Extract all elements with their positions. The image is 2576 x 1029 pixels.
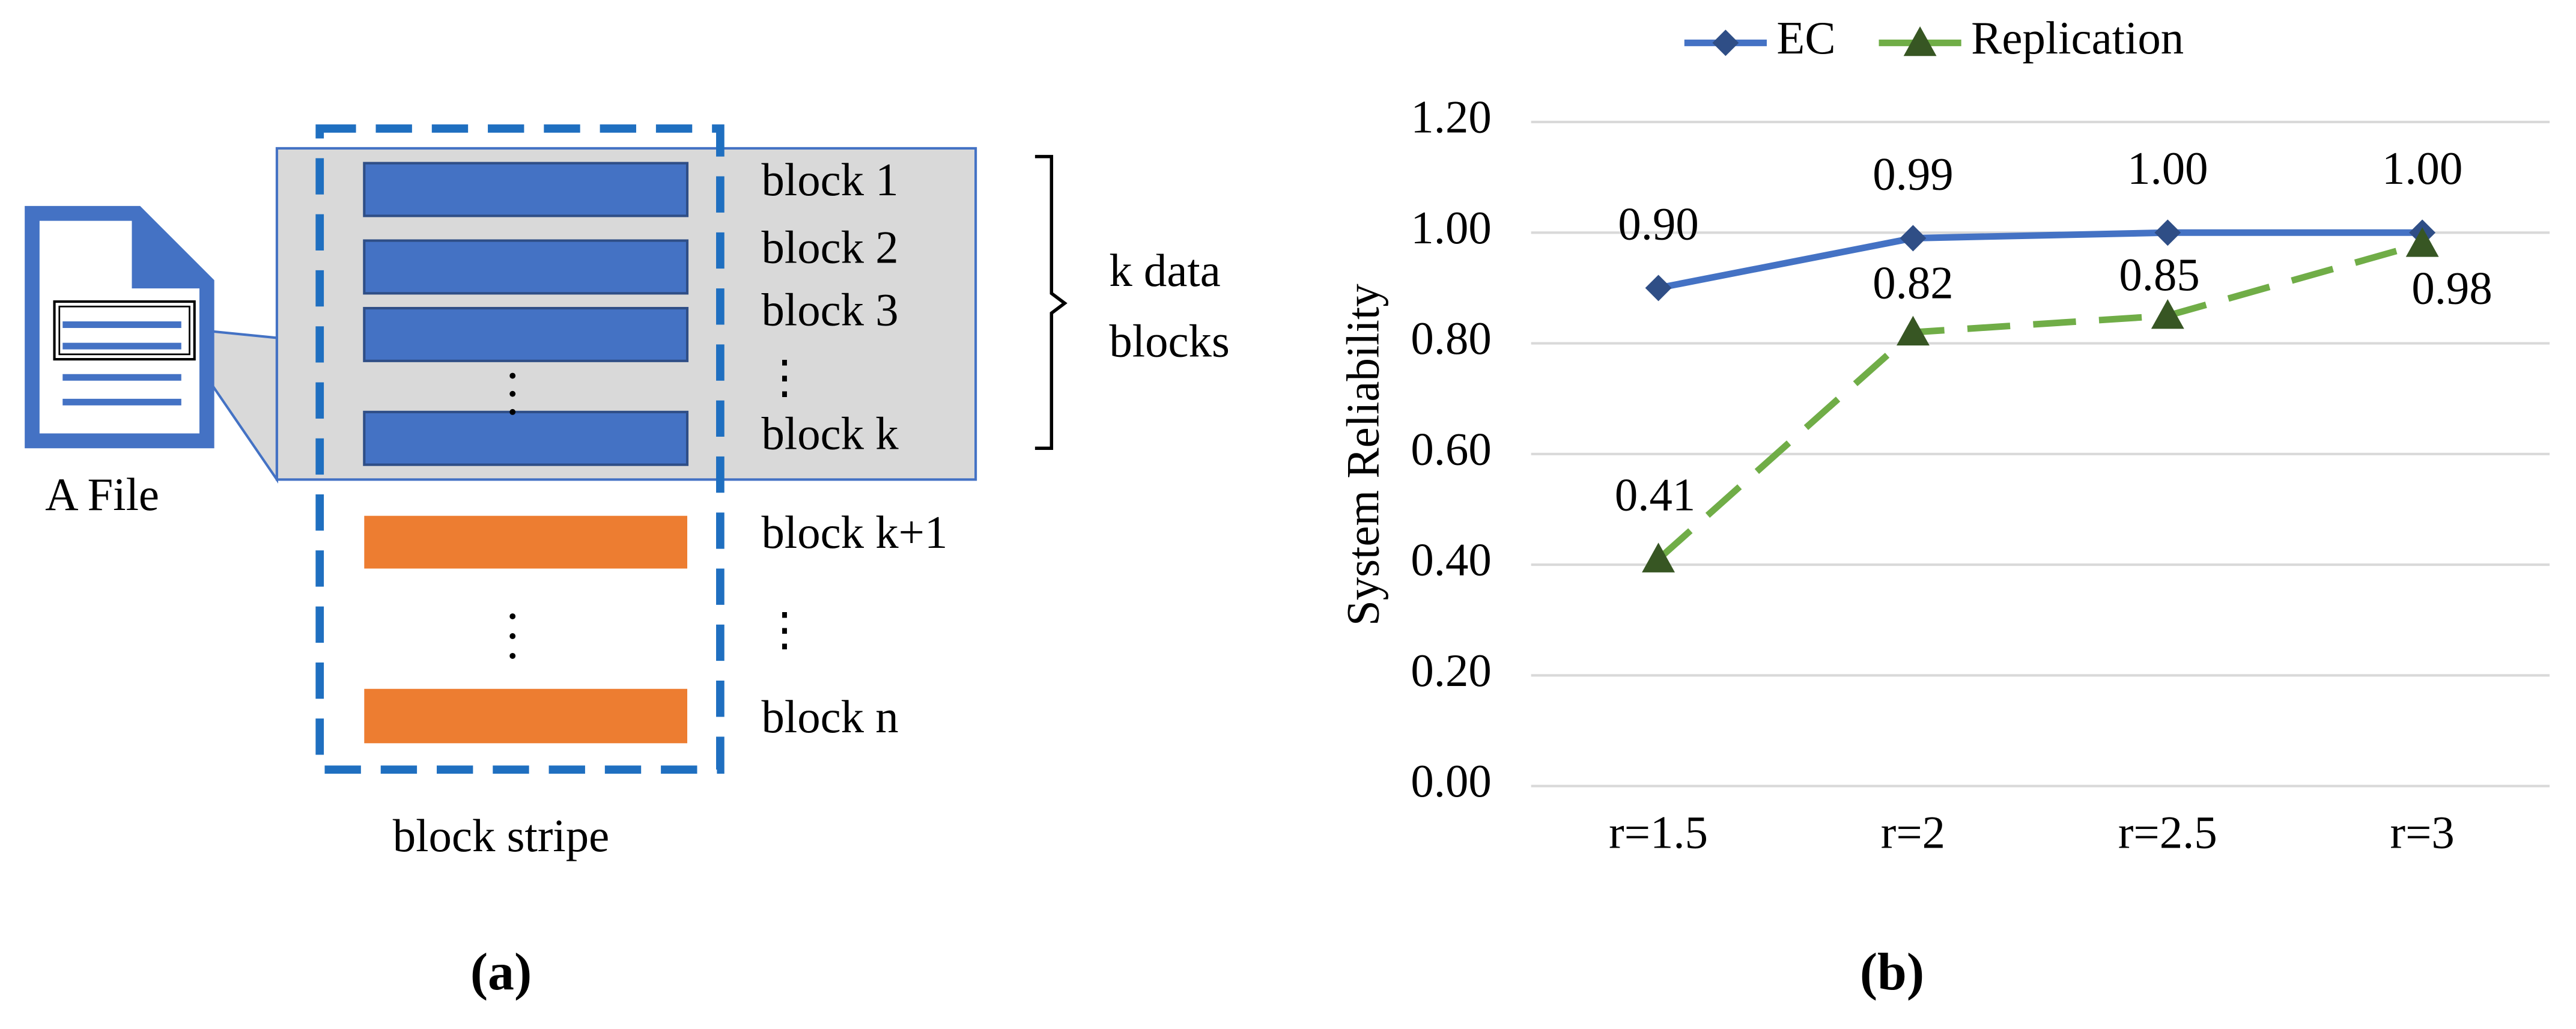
block-label: ⋮: [761, 352, 807, 403]
block-label: block 1: [761, 154, 898, 205]
marker: [1897, 315, 1930, 346]
y-tick-label: 0.20: [1411, 645, 1491, 696]
x-tick-label: r=2: [1881, 807, 1945, 858]
y-tick-label: 0.80: [1411, 313, 1491, 364]
marker: [1903, 26, 1937, 56]
data-label: 1.00: [2127, 143, 2208, 194]
data-label: 1.00: [2382, 143, 2462, 194]
series-line: [1657, 229, 2423, 291]
block-stripe: [315, 124, 724, 774]
x-tick-label: r=2.5: [2118, 807, 2217, 858]
file-icon-lines: [62, 321, 181, 405]
marker: [2154, 219, 2181, 246]
block-label: block k: [761, 408, 899, 459]
diagram: A File k data blocks block stripe (a): [25, 124, 1230, 1001]
y-tick-label: 1.00: [1411, 202, 1491, 253]
y-tick-label: 0.40: [1411, 535, 1491, 586]
data-label: 0.98: [2411, 263, 2492, 314]
marker: [1645, 275, 1672, 302]
block-label: block 2: [761, 222, 898, 273]
brace: [1034, 154, 1068, 450]
data-label: 0.85: [2119, 249, 2199, 300]
file-label: A File: [45, 469, 159, 520]
y-tick-label: 0.00: [1411, 756, 1491, 807]
data-label: 0.99: [1873, 148, 1953, 199]
stripe-dots: [509, 372, 516, 659]
marker: [2151, 299, 2184, 329]
brace-label: k data: [1109, 245, 1221, 296]
data-label: 0.41: [1615, 470, 1695, 521]
legend-label: Replication: [1971, 13, 2184, 64]
y-tick-label: 1.20: [1411, 92, 1491, 143]
file-icon-fold: [145, 217, 203, 276]
data-label: 0.82: [1873, 258, 1953, 309]
marker: [1642, 542, 1675, 572]
stripe-label: block stripe: [393, 810, 609, 861]
legend-label: EC: [1776, 13, 1835, 64]
x-tick-label: r=1.5: [1609, 807, 1708, 858]
block-label: ⋮: [761, 604, 807, 655]
marker: [1900, 225, 1927, 252]
block-label: block 3: [761, 285, 898, 336]
x-tick-label: r=3: [2390, 807, 2455, 858]
y-tick-label: 0.60: [1411, 423, 1491, 475]
brace-label: blocks: [1109, 316, 1230, 367]
caption: (a): [470, 942, 532, 1001]
file-highlight: [53, 300, 196, 361]
series-line: [1656, 240, 2423, 562]
data-blocks: [363, 162, 689, 466]
marker: [2405, 227, 2439, 257]
caption: (b): [1860, 942, 1924, 1001]
parity-blocks: [364, 515, 688, 744]
data-label: 0.90: [1618, 198, 1698, 249]
y-axis-label: System Reliability: [1338, 284, 1389, 626]
marker: [1712, 29, 1739, 56]
block-label: block k+1: [761, 507, 947, 558]
file-highlight-inner: [58, 305, 190, 356]
block-label: block n: [761, 691, 898, 742]
